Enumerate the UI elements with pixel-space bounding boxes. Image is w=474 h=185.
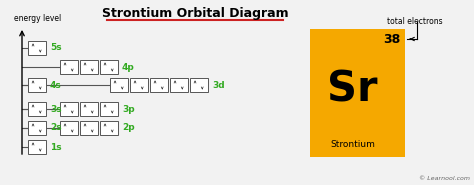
Bar xyxy=(130,78,148,92)
Bar xyxy=(100,102,118,116)
Bar xyxy=(80,102,98,116)
Bar xyxy=(28,78,46,92)
Bar xyxy=(28,140,46,154)
Text: 38: 38 xyxy=(383,33,400,46)
Bar xyxy=(170,78,188,92)
Bar xyxy=(110,78,128,92)
Bar xyxy=(80,121,98,135)
Text: 3p: 3p xyxy=(122,105,135,114)
Bar xyxy=(60,121,78,135)
Bar xyxy=(150,78,168,92)
Text: Sr: Sr xyxy=(328,68,378,110)
Text: 3d: 3d xyxy=(212,80,225,90)
Bar xyxy=(100,60,118,74)
Text: 4p: 4p xyxy=(122,63,135,71)
Text: 2s: 2s xyxy=(50,124,62,132)
Text: energy level: energy level xyxy=(14,14,61,23)
Bar xyxy=(28,102,46,116)
Text: 4s: 4s xyxy=(50,80,62,90)
Text: total electrons: total electrons xyxy=(387,17,443,26)
Bar xyxy=(28,41,46,55)
Text: 3s: 3s xyxy=(50,105,62,114)
Bar xyxy=(310,29,405,157)
Bar xyxy=(80,60,98,74)
Text: Strontium: Strontium xyxy=(330,140,375,149)
Bar xyxy=(100,121,118,135)
Text: Strontium Orbital Diagram: Strontium Orbital Diagram xyxy=(102,7,288,20)
Text: © Learnool.com: © Learnool.com xyxy=(419,176,470,181)
Bar xyxy=(28,121,46,135)
Bar xyxy=(190,78,208,92)
Text: 1s: 1s xyxy=(50,142,62,152)
Bar xyxy=(60,102,78,116)
Text: 5s: 5s xyxy=(50,43,62,53)
Text: 2p: 2p xyxy=(122,124,135,132)
Bar xyxy=(60,60,78,74)
